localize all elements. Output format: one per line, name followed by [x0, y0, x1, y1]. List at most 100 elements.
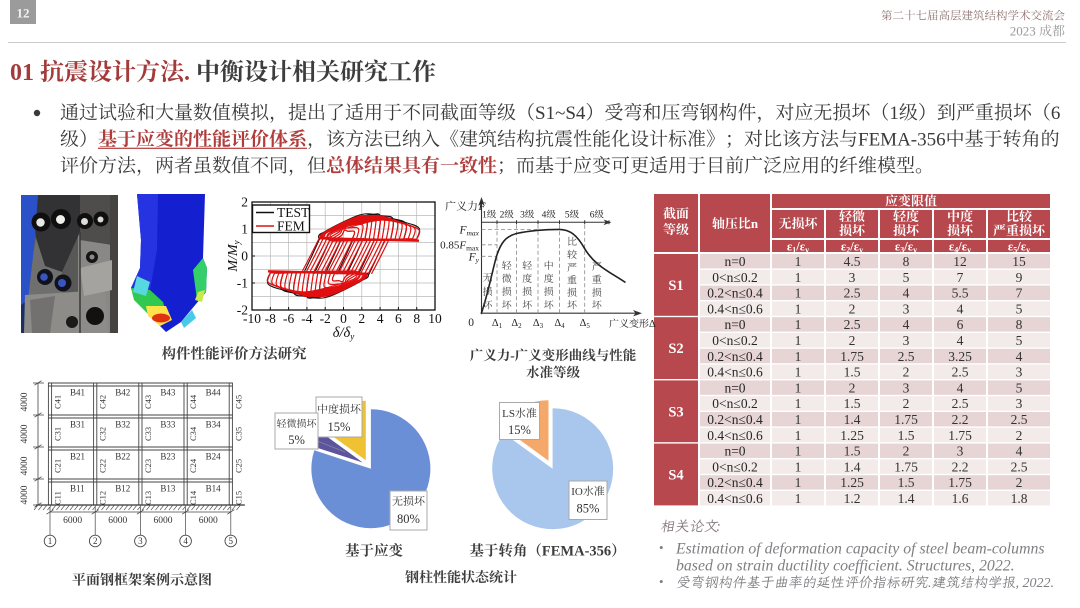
svg-text:B34: B34 [206, 420, 222, 430]
svg-text:12: 12 [17, 6, 30, 21]
svg-text:3: 3 [1016, 365, 1023, 380]
svg-text:Δ5: Δ5 [580, 318, 591, 330]
svg-text:4000: 4000 [20, 424, 30, 443]
svg-text:0<n≤0.2: 0<n≤0.2 [712, 333, 757, 348]
svg-text:2.5: 2.5 [844, 286, 861, 301]
svg-text:4: 4 [1016, 444, 1023, 459]
svg-text:4: 4 [542, 211, 547, 221]
svg-text:•: • [659, 574, 664, 589]
svg-text:1: 1 [795, 396, 802, 411]
svg-text:3: 3 [520, 211, 525, 221]
svg-text:3.25: 3.25 [948, 349, 972, 364]
svg-text:2.5: 2.5 [1011, 412, 1028, 427]
svg-text:15%: 15% [508, 423, 531, 437]
svg-text:4: 4 [1016, 349, 1023, 364]
svg-text:Δ1: Δ1 [492, 318, 503, 330]
svg-text:B14: B14 [206, 484, 222, 494]
svg-text:FEMA-356: FEMA-356 [542, 544, 611, 560]
svg-text:0.2<n≤0.4: 0.2<n≤0.4 [707, 475, 763, 490]
svg-text:C21: C21 [53, 459, 63, 473]
svg-text:FEM: FEM [277, 219, 305, 234]
svg-text:Δ3: Δ3 [533, 318, 544, 330]
svg-text:6: 6 [590, 211, 595, 221]
svg-text:B11: B11 [70, 484, 85, 494]
svg-text:2.5: 2.5 [1011, 459, 1028, 474]
svg-text:0<n≤0.2: 0<n≤0.2 [712, 459, 757, 474]
svg-text:0: 0 [468, 317, 474, 329]
svg-text:8: 8 [1016, 317, 1023, 332]
svg-text:10: 10 [428, 311, 442, 326]
svg-text:4: 4 [903, 286, 910, 301]
svg-text:1.25: 1.25 [840, 475, 864, 490]
svg-text:4: 4 [957, 380, 964, 395]
svg-text:n=0: n=0 [724, 254, 745, 269]
svg-text:5: 5 [565, 211, 570, 221]
svg-text:B24: B24 [206, 452, 222, 462]
svg-text:8: 8 [413, 311, 420, 326]
svg-text:C45: C45 [233, 395, 243, 409]
svg-text:, 2022.: , 2022. [1016, 576, 1055, 591]
svg-text:2: 2 [903, 444, 910, 459]
svg-text:6: 6 [1051, 103, 1061, 124]
svg-text:4: 4 [903, 317, 910, 332]
svg-text:n=0: n=0 [724, 444, 745, 459]
svg-text:8: 8 [903, 254, 910, 269]
svg-text:2: 2 [358, 311, 365, 326]
svg-text:0.85Fmax: 0.85Fmax [440, 240, 479, 253]
svg-text:6000: 6000 [199, 516, 218, 526]
svg-text:S4: S4 [668, 468, 683, 484]
svg-text:1.5: 1.5 [844, 365, 861, 380]
svg-text:2.2: 2.2 [952, 459, 969, 474]
svg-text:C15: C15 [233, 491, 243, 505]
svg-text:5: 5 [229, 536, 234, 546]
svg-text:-4: -4 [301, 311, 312, 326]
svg-text:-10: -10 [243, 311, 261, 326]
svg-text:C13: C13 [143, 491, 153, 505]
svg-text:1.5: 1.5 [898, 475, 915, 490]
svg-text:C23: C23 [143, 459, 153, 473]
svg-text:2: 2 [849, 380, 856, 395]
svg-text:4.5: 4.5 [844, 254, 861, 269]
svg-text:C42: C42 [98, 395, 108, 409]
svg-text:C44: C44 [188, 394, 198, 409]
svg-text:Fmax: Fmax [458, 225, 479, 238]
svg-text:1.5: 1.5 [898, 428, 915, 443]
svg-text:4000: 4000 [20, 485, 30, 504]
svg-text:C35: C35 [233, 427, 243, 441]
svg-text:2: 2 [903, 365, 910, 380]
svg-text:0.4<n≤0.6: 0.4<n≤0.6 [707, 491, 763, 506]
svg-text:0.2<n≤0.4: 0.2<n≤0.4 [707, 286, 763, 301]
svg-text:1: 1 [795, 254, 802, 269]
svg-text:2: 2 [241, 195, 248, 210]
svg-text:0.4<n≤0.6: 0.4<n≤0.6 [707, 365, 763, 380]
svg-text:C11: C11 [53, 491, 63, 505]
svg-text:.: . [184, 60, 190, 86]
svg-text:C24: C24 [188, 458, 198, 473]
svg-text:5%: 5% [288, 433, 305, 447]
svg-text:B12: B12 [115, 484, 130, 494]
svg-text:S2: S2 [668, 341, 683, 357]
svg-text:Estimation of deformation capa: Estimation of deformation capacity of st… [675, 541, 1045, 558]
svg-text:FEMA-356: FEMA-356 [858, 130, 946, 151]
svg-text:-: - [510, 348, 515, 363]
svg-text:B32: B32 [115, 420, 130, 430]
svg-text:1.4: 1.4 [844, 412, 861, 427]
svg-text:5.5: 5.5 [952, 286, 969, 301]
svg-text:3: 3 [903, 333, 910, 348]
svg-text:-1: -1 [237, 276, 248, 291]
svg-text:B41: B41 [70, 388, 85, 398]
svg-text:1.5: 1.5 [844, 396, 861, 411]
svg-text:1.75: 1.75 [894, 412, 918, 427]
svg-text:2: 2 [849, 301, 856, 316]
svg-text:0<n≤0.2: 0<n≤0.2 [712, 270, 757, 285]
svg-text:1: 1 [795, 270, 802, 285]
svg-text:n=0: n=0 [724, 317, 745, 332]
svg-text:B23: B23 [160, 452, 176, 462]
svg-text:2: 2 [1016, 475, 1023, 490]
svg-text:1.8: 1.8 [1011, 491, 1028, 506]
svg-text:5: 5 [1016, 301, 1023, 316]
svg-text:15: 15 [1012, 254, 1026, 269]
svg-text:1: 1 [795, 380, 802, 395]
svg-text:0.2<n≤0.4: 0.2<n≤0.4 [707, 412, 763, 427]
svg-text:6000: 6000 [154, 516, 173, 526]
